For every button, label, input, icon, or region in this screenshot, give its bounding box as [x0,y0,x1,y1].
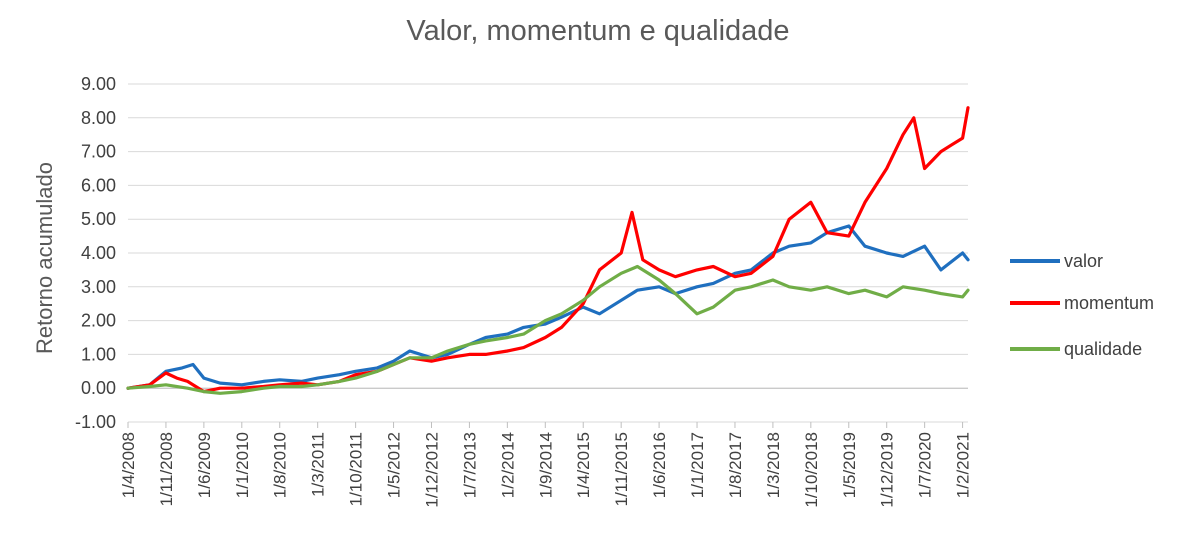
legend-label-valor: valor [1064,251,1103,271]
x-tick-label: 1/6/2016 [650,432,669,498]
y-tick-label: 5.00 [81,209,116,229]
y-tick-label: 0.00 [81,378,116,398]
series-line-momentum [126,106,970,394]
legend-label-qualidade: qualidade [1064,339,1142,359]
y-tick-label: 3.00 [81,277,116,297]
x-tick-label: 1/3/2018 [764,432,783,498]
x-tick-label: 1/2/2021 [954,432,973,498]
x-tick-label: 1/7/2013 [460,432,479,498]
x-tick-label: 1/1/2017 [688,432,707,498]
x-tick-label: 1/10/2018 [802,432,821,508]
x-tick-label: 1/8/2017 [726,432,745,498]
chart-title: Valor, momentum e qualidade [406,15,789,47]
y-tick-label: 8.00 [81,108,116,128]
x-tick-label: 1/2/2014 [498,432,517,498]
y-tick-label: 7.00 [81,142,116,162]
x-tick-label: 1/5/2019 [840,432,859,498]
y-tick-label: 6.00 [81,175,116,195]
grid-lines [128,83,968,423]
y-axis-label: Retorno acumulado [32,162,57,354]
x-tick-label: 1/6/2009 [195,432,214,498]
series-lines [126,106,970,395]
x-tick-labels: 1/4/2008 1/11/2008 1/6/2009 1/1/2010 1/8/201… [119,432,973,508]
y-tick-labels: 9.00 8.00 7.00 6.00 5.00 4.00 3.00 2.00 1.00 0.00… [75,74,116,432]
x-tick-label: 1/11/2015 [612,432,631,506]
x-tick-label: 1/11/2008 [157,432,176,506]
y-tick-label: -1.00 [75,412,116,432]
y-tick-label: 2.00 [81,311,116,331]
y-tick-label: 4.00 [81,243,116,263]
x-tick-label: 1/4/2015 [574,432,593,498]
series-line-qualidade [126,264,970,395]
y-tick-label: 1.00 [81,344,116,364]
legend: valor momentum qualidade [1010,251,1154,359]
x-tick-label: 1/4/2008 [119,432,138,498]
x-tick-label: 1/8/2010 [271,432,290,498]
x-tick-label: 1/7/2020 [916,432,935,498]
x-tick-label: 1/12/2012 [422,432,441,508]
x-tick-label: 1/3/2011 [309,432,328,497]
y-tick-label: 9.00 [81,74,116,94]
x-tick-label: 1/12/2019 [878,432,897,508]
legend-label-momentum: momentum [1064,293,1154,313]
x-tick-label: 1/9/2014 [536,432,555,498]
series-line-valor [126,224,970,390]
x-tick-label: 1/1/2010 [233,432,252,498]
x-tick-label: 1/10/2011 [347,432,366,506]
x-tick-label: 1/5/2012 [385,432,404,498]
